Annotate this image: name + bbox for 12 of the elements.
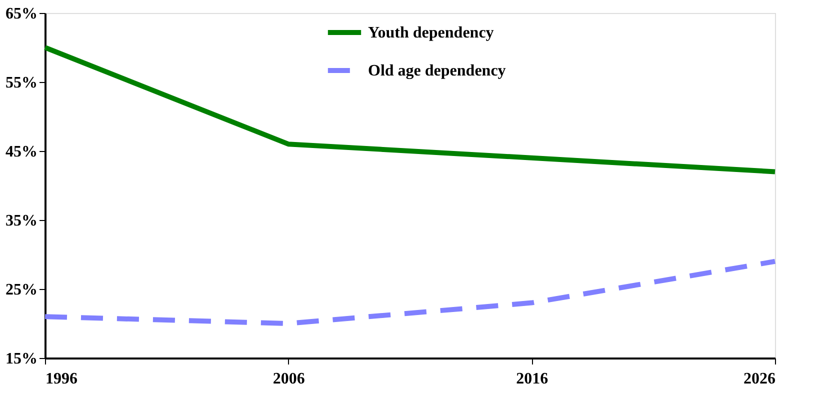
x-tick-label: 2016 <box>516 370 548 388</box>
legend-label: Youth dependency <box>368 24 494 42</box>
y-tick-label: 15% <box>6 350 38 368</box>
x-tick-label: 2006 <box>272 370 305 388</box>
y-tick-label: 45% <box>6 144 38 160</box>
y-tick-label: 55% <box>6 74 38 92</box>
legend-label: Old age dependency <box>368 62 506 80</box>
y-tick-label: 25% <box>6 282 38 298</box>
y-tick-label: 65% <box>6 6 38 22</box>
y-tick-label: 35% <box>6 212 38 230</box>
x-tick-label: 2026 <box>744 370 776 388</box>
x-tick-label: 1996 <box>46 370 78 388</box>
